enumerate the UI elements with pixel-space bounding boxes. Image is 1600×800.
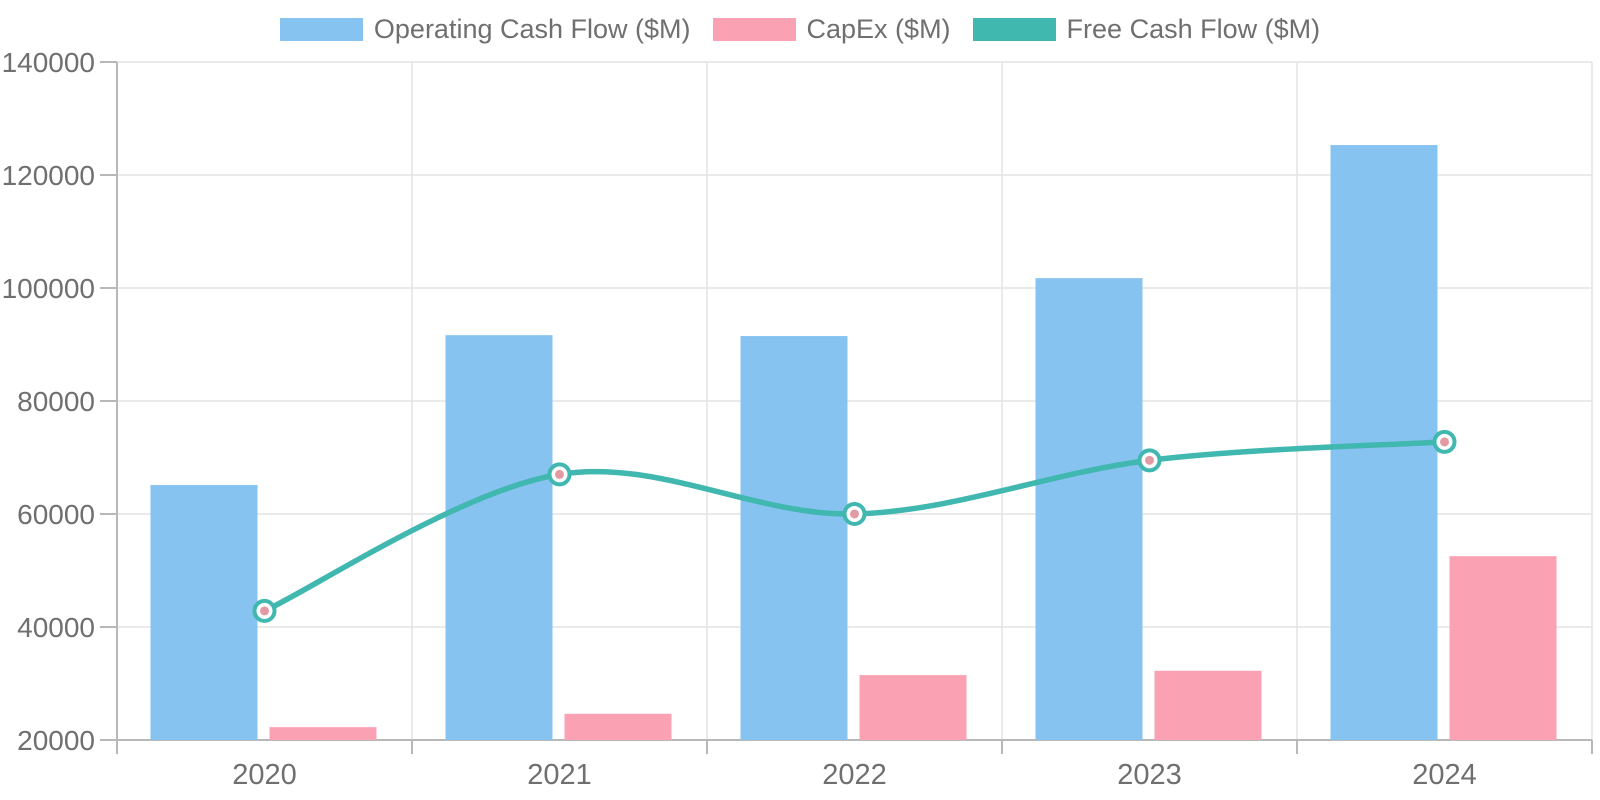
bar-capex-2024[interactable] bbox=[1449, 556, 1557, 740]
bar-capex-2021[interactable] bbox=[564, 713, 672, 740]
point-fcf-dot-2022 bbox=[850, 509, 859, 519]
legend-label-free-cash-flow: Free Cash Flow ($M) bbox=[1066, 14, 1321, 44]
y-tick-label: 140000 bbox=[2, 47, 95, 78]
legend-swatch-capex bbox=[712, 18, 796, 41]
chart-legend: Operating Cash Flow ($M) CapEx ($M) Free… bbox=[0, 14, 1600, 45]
bar-ocf-2020[interactable] bbox=[150, 485, 258, 740]
x-tick-label-2024: 2024 bbox=[1412, 759, 1477, 791]
legend-item-free-cash-flow[interactable]: Free Cash Flow ($M) bbox=[972, 14, 1321, 45]
x-tick-label-2020: 2020 bbox=[232, 759, 297, 791]
legend-label-capex: CapEx ($M) bbox=[806, 14, 951, 44]
legend-swatch-operating-cash-flow bbox=[279, 18, 363, 41]
bar-capex-2020[interactable] bbox=[269, 727, 377, 740]
y-tick-label: 80000 bbox=[17, 386, 95, 417]
point-fcf-dot-2021 bbox=[555, 469, 564, 479]
legend-item-capex[interactable]: CapEx ($M) bbox=[712, 14, 951, 45]
point-fcf-dot-2023 bbox=[1145, 455, 1154, 465]
bar-ocf-2022[interactable] bbox=[740, 336, 848, 740]
legend-label-operating-cash-flow: Operating Cash Flow ($M) bbox=[373, 14, 691, 44]
point-fcf-dot-2024 bbox=[1440, 437, 1449, 447]
x-tick-label-2022: 2022 bbox=[822, 759, 887, 791]
legend-item-operating-cash-flow[interactable]: Operating Cash Flow ($M) bbox=[279, 14, 691, 45]
bar-ocf-2023[interactable] bbox=[1035, 278, 1143, 740]
legend-swatch-free-cash-flow bbox=[972, 18, 1056, 41]
x-tick-label-2023: 2023 bbox=[1117, 759, 1182, 791]
bar-ocf-2021[interactable] bbox=[445, 335, 553, 740]
bar-capex-2022[interactable] bbox=[859, 675, 967, 740]
bar-capex-2023[interactable] bbox=[1154, 670, 1262, 740]
y-tick-label: 60000 bbox=[17, 499, 95, 530]
point-fcf-dot-2020 bbox=[260, 606, 269, 616]
y-tick-label: 20000 bbox=[17, 725, 95, 756]
fcf-line bbox=[261, 439, 1448, 614]
y-tick-label: 120000 bbox=[2, 160, 95, 191]
y-tick-label: 100000 bbox=[2, 273, 95, 304]
x-tick-label-2021: 2021 bbox=[527, 759, 592, 791]
y-tick-label: 40000 bbox=[17, 612, 95, 643]
